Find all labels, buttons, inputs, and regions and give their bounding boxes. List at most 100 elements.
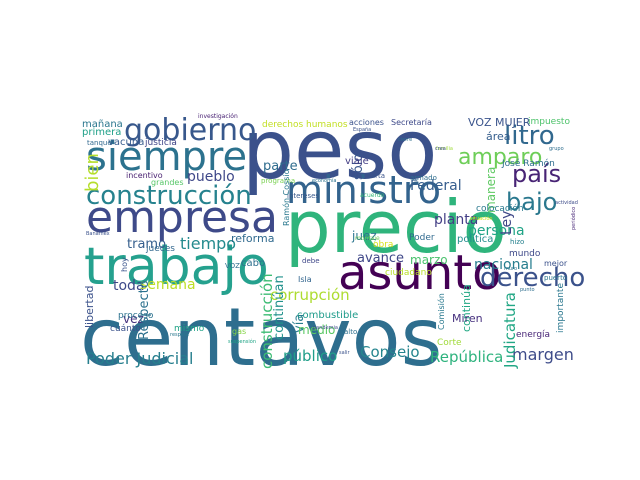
cloud-word: suspensión [228, 338, 256, 345]
cloud-word: vez [123, 312, 144, 326]
cloud-word: Isla [298, 275, 312, 284]
cloud-word: VOZ MUJER [468, 116, 531, 129]
cloud-word: corrupción [270, 286, 350, 304]
cloud-word: litro [504, 121, 555, 151]
cloud-word: persona [468, 223, 525, 239]
cloud-word: empresa [86, 192, 278, 243]
cloud-word: asunto [338, 245, 501, 301]
cloud-word: Respecto [137, 280, 152, 340]
cloud-word: toda [113, 278, 145, 294]
cloud-word: manera [484, 167, 498, 213]
cloud-word: Judicatura [501, 292, 519, 369]
cloud-word: mismo [174, 324, 205, 334]
cloud-word: mundo [509, 249, 541, 259]
cloud-word: hoy [120, 257, 129, 272]
cloud-word: Poder Judicial [86, 349, 193, 368]
cloud-word: reforma [231, 232, 274, 245]
cloud-word: Federal [410, 178, 462, 194]
cloud-word: sólo [351, 154, 366, 180]
cloud-word: justicia [144, 138, 177, 148]
cloud-word: continúa [460, 284, 473, 332]
cloud-word: acuerdo [360, 192, 385, 199]
cloud-word: Secretaría [391, 118, 432, 127]
cloud-word: vía [292, 314, 307, 333]
cloud-word: semana [140, 277, 196, 293]
cloud-word: José Ramón [501, 158, 555, 169]
cloud-word: trabajo [84, 237, 269, 297]
cloud-word: público [283, 347, 337, 365]
cloud-word: país [512, 160, 561, 188]
cloud-word: VOZ [225, 262, 240, 270]
cloud-word: República [430, 348, 503, 366]
cloud-word: cuánto [110, 324, 141, 334]
cloud-word: impuesto [528, 117, 570, 127]
cloud-word: centavos [80, 291, 442, 384]
cloud-word: grupo [549, 146, 564, 152]
cloud-word: gobierno [124, 113, 256, 148]
cloud-word: pandemia [313, 325, 338, 331]
cloud-word: mañana [82, 119, 123, 130]
cloud-word: margen [512, 345, 574, 364]
cloud-word: pueblo [187, 169, 235, 185]
cloud-word: bien [82, 153, 103, 192]
cloud-word: jueces [145, 244, 175, 254]
cloud-word: hizo [510, 238, 524, 246]
cloud-word: combustible [297, 310, 358, 321]
cloud-word: libertad [83, 286, 96, 328]
cloud-word: Consejo [360, 343, 420, 361]
cloud-word: medio [298, 323, 335, 337]
cloud-word: proceso [118, 311, 154, 321]
cloud-word: tanque [87, 139, 112, 147]
cloud-word: derechos humanos [262, 120, 348, 130]
cloud-word: gas [232, 327, 246, 336]
cloud-word: parte [263, 159, 298, 174]
cloud-word: Banamex [86, 231, 110, 237]
cloud-word: energía [516, 330, 550, 340]
cloud-word: acciones [349, 118, 384, 127]
cloud-word: ciudadano [385, 268, 432, 278]
cloud-word: marzo [410, 253, 448, 267]
cloud-word: colocación [476, 203, 524, 214]
cloud-word: actividad [555, 200, 578, 206]
cloud-word: peso [242, 103, 437, 198]
cloud-word: juez [351, 229, 377, 243]
cloud-word: primera [82, 127, 121, 138]
cloud-word: Miren [452, 312, 483, 325]
cloud-word: puerto [544, 274, 567, 282]
cloud-word: política [457, 233, 493, 245]
cloud-word: Comisión [436, 293, 446, 330]
cloud-word: bajo [506, 188, 557, 216]
cloud-word: periódico [570, 207, 577, 230]
cloud-word: construcción [86, 181, 252, 211]
cloud-word: armado [410, 174, 437, 182]
cloud-word: área [486, 130, 511, 143]
cloud-word: familia [436, 146, 453, 152]
cloud-word: vacuna [108, 137, 144, 148]
cloud-word: España [353, 127, 371, 133]
cloud-word: carta [367, 172, 385, 180]
cloud-word: punto [520, 287, 535, 293]
cloud-word: amparo [458, 145, 542, 170]
cloud-word: programa [261, 177, 295, 185]
cloud-word: viaje [345, 156, 369, 167]
cloud-word: planta [434, 212, 478, 228]
cloud-word: Poder [409, 233, 435, 243]
cloud-word: debe [302, 257, 320, 265]
cloud-word: Ley [499, 211, 515, 235]
cloud-word: situación [470, 215, 493, 222]
cloud-word: alto [344, 328, 357, 336]
cloud-word: obra [373, 240, 393, 250]
cloud-word: grandes [151, 178, 184, 187]
cloud-word: Ramón Cossío [281, 169, 291, 226]
cloud-word: construcción [258, 273, 276, 369]
cloud-word: crea [435, 146, 446, 152]
cloud-word: economía [312, 177, 336, 184]
cloud-word: importante [556, 283, 566, 333]
cloud-word: mejor [544, 259, 568, 268]
cloud-word: ministro [286, 168, 441, 212]
cloud-background [75, 108, 583, 374]
cloud-word: siempre [86, 134, 247, 180]
cloud-word: tiempo [180, 234, 236, 253]
